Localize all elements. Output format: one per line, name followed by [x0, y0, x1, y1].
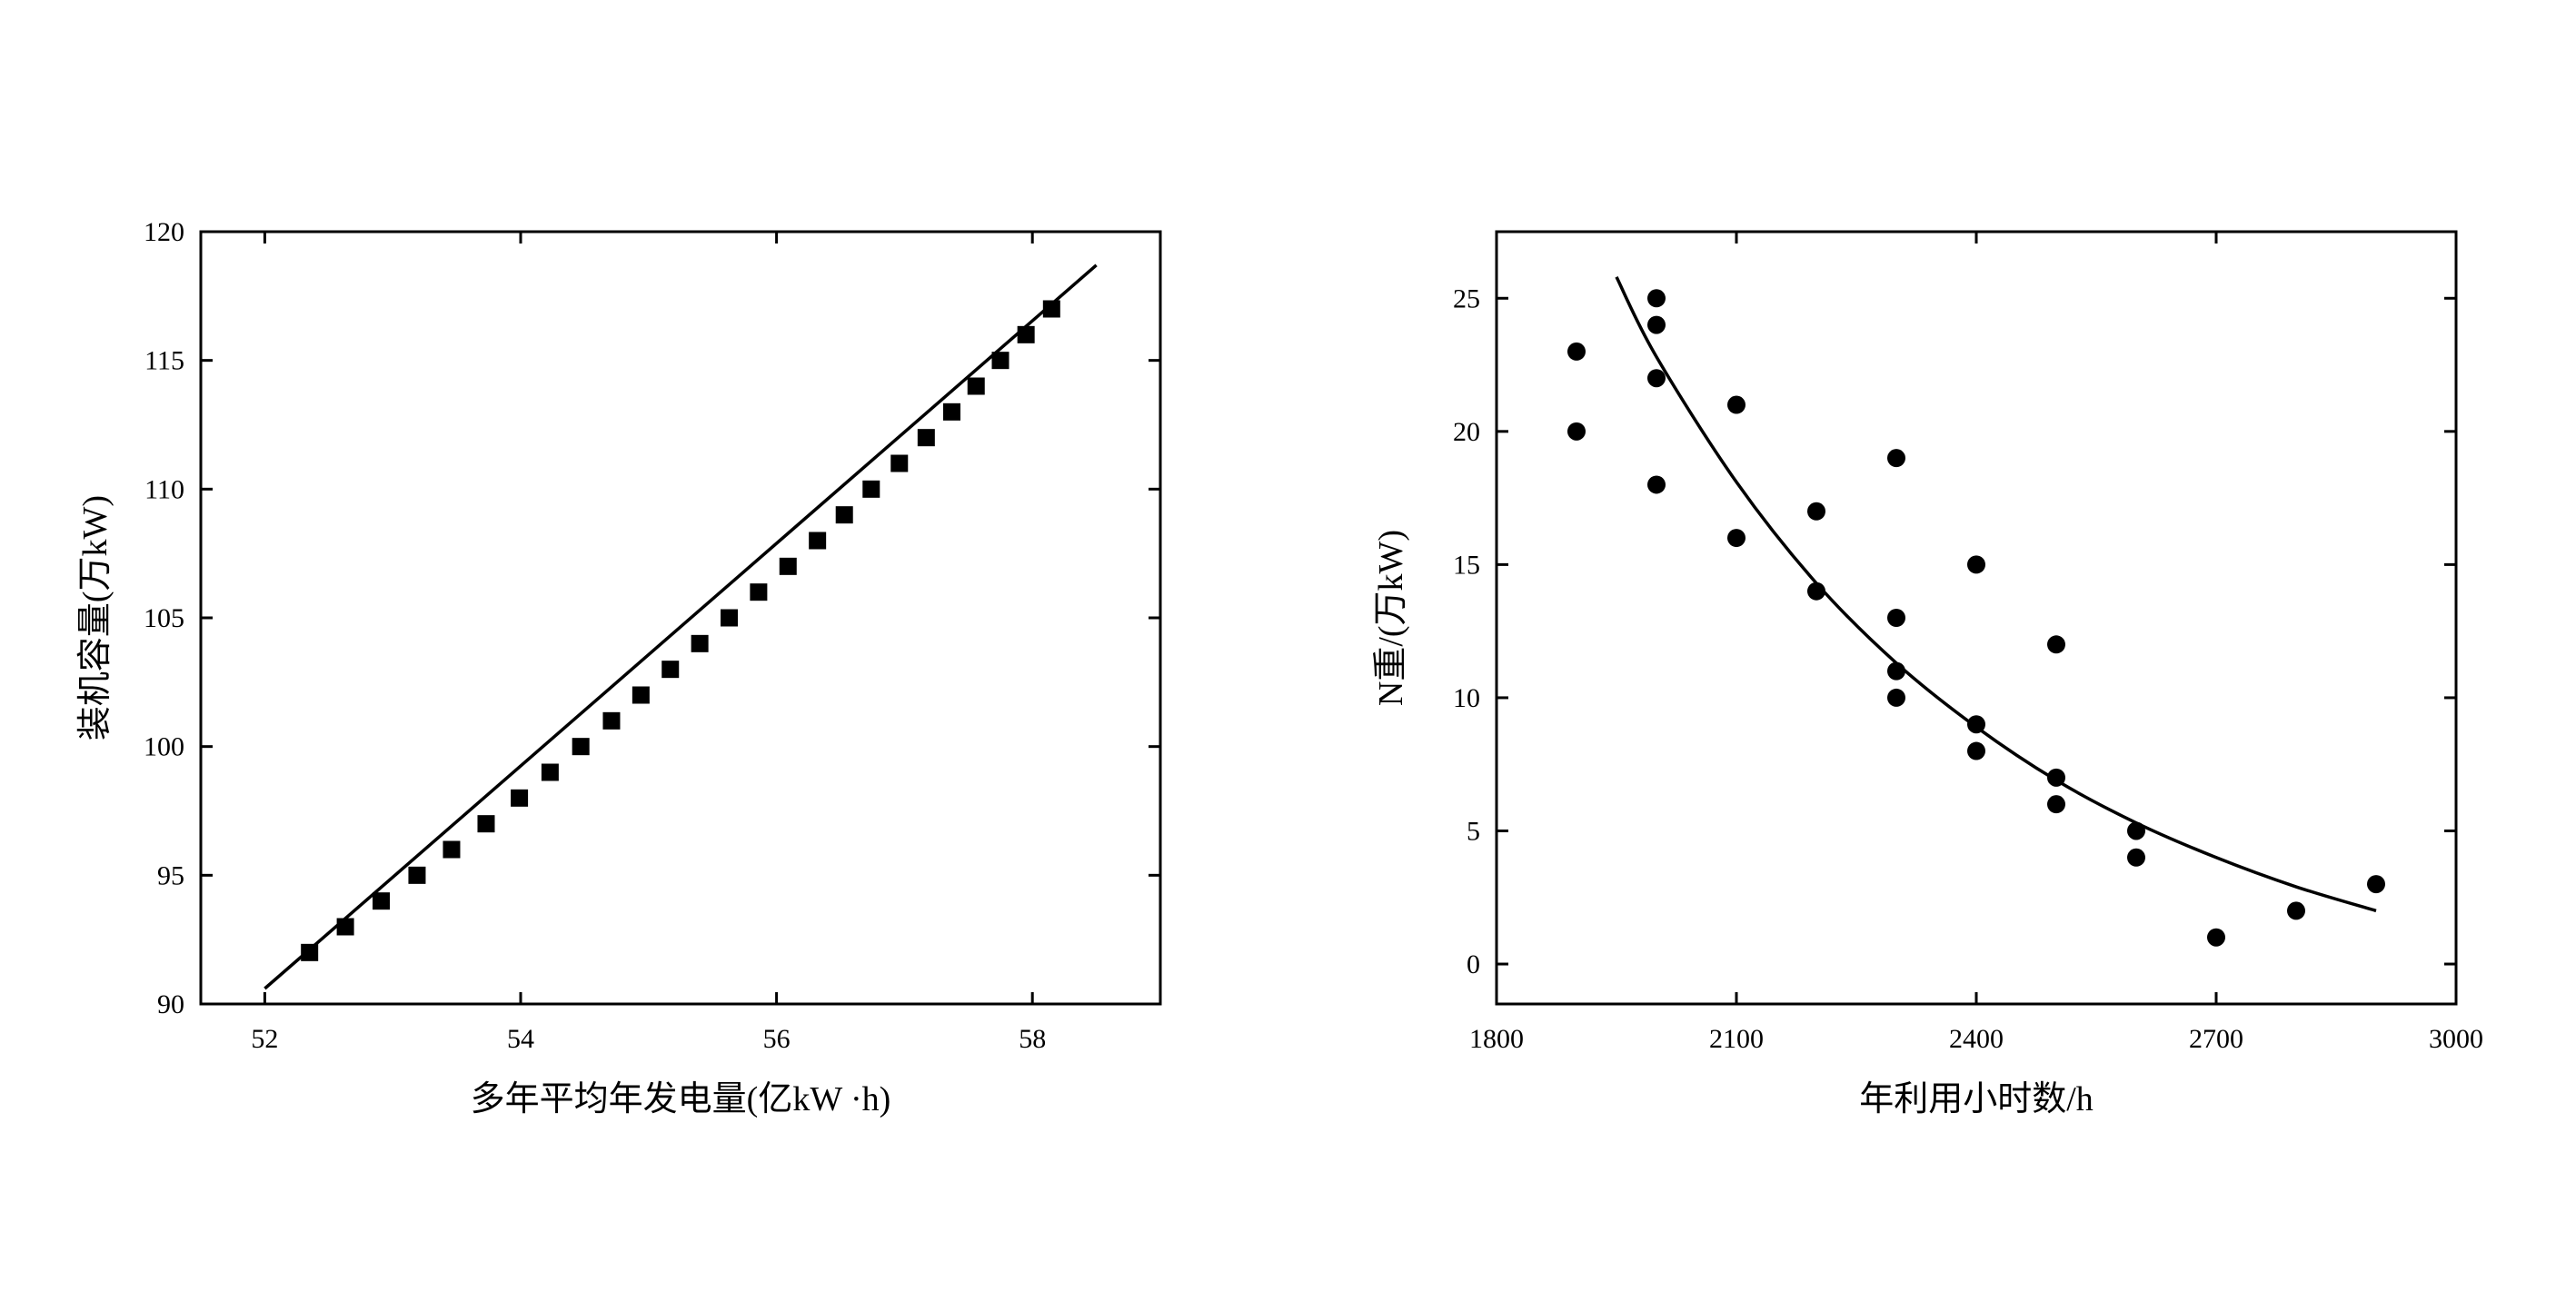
y-tick-label: 0	[1467, 949, 1480, 979]
x-tick-label: 2100	[1709, 1024, 1764, 1054]
square-marker	[661, 661, 680, 679]
x-tick-label: 56	[763, 1024, 791, 1054]
y-tick-label: 120	[144, 217, 184, 247]
scatter-point	[1567, 342, 1586, 361]
y-axis-label: N重/(万kW)	[1372, 530, 1410, 706]
square-marker	[991, 352, 1010, 370]
y-tick-label: 110	[144, 474, 184, 504]
square-marker	[373, 892, 391, 910]
scatter-point	[2207, 928, 2225, 947]
square-marker	[917, 429, 935, 447]
scatter-point	[2047, 768, 2065, 787]
square-marker	[862, 480, 880, 498]
square-marker	[336, 918, 354, 936]
scatter-point	[1647, 315, 1666, 334]
y-tick-label: 90	[157, 989, 184, 1019]
scatter-point	[2367, 875, 2385, 894]
x-tick-label: 58	[1019, 1024, 1046, 1054]
square-marker	[541, 763, 559, 781]
square-marker	[602, 711, 621, 730]
y-tick-label: 115	[144, 346, 184, 376]
scatter-point	[1967, 715, 1985, 734]
scatter-point	[2287, 901, 2305, 920]
square-marker	[443, 840, 461, 859]
square-marker	[301, 943, 319, 961]
y-tick-label: 95	[157, 860, 184, 890]
plot-frame	[199, 230, 1162, 1006]
scatter-point	[1727, 529, 1746, 548]
scatter-point	[1967, 555, 1985, 574]
x-axis-label: 多年平均年发电量(亿kW ·h)	[471, 1080, 891, 1118]
scatter-point	[1807, 502, 1825, 521]
square-marker	[750, 583, 768, 601]
x-tick-label: 2700	[2189, 1024, 2243, 1054]
y-tick-label: 15	[1453, 550, 1480, 580]
scatter-point	[1887, 609, 1905, 627]
scatter-point	[1887, 449, 1905, 468]
y-tick-label: 20	[1453, 417, 1480, 447]
right-chart: 1800 2100 2400 2700 3000 0 5 10 15 20 25 年利用小时数/h N重…	[1372, 230, 2483, 1118]
scatter-point	[1727, 395, 1746, 414]
square-marker	[572, 738, 590, 756]
scatter-point	[1967, 741, 1985, 760]
x-tick-label: 2400	[1949, 1024, 2004, 1054]
square-marker	[967, 377, 985, 395]
x-tick-label: 1800	[1469, 1024, 1524, 1054]
y-tick-label: 105	[144, 603, 184, 633]
plot-frame	[1495, 230, 2458, 1006]
scatter-point	[1887, 661, 1905, 681]
square-marker	[511, 789, 529, 807]
square-marker	[1017, 325, 1035, 343]
square-marker	[408, 866, 426, 884]
scatter-point	[1647, 369, 1666, 388]
fit-curve	[1615, 276, 2377, 913]
square-marker	[477, 815, 495, 833]
x-tick-label: 3000	[2429, 1024, 2483, 1054]
square-marker	[691, 634, 709, 652]
square-marker	[721, 609, 739, 627]
square-marker	[809, 532, 827, 550]
x-tick-label: 54	[507, 1024, 534, 1054]
y-tick-label: 100	[144, 732, 184, 762]
scatter-point	[2047, 635, 2065, 654]
square-marker	[632, 686, 650, 704]
y-tick-label: 5	[1467, 816, 1480, 846]
y-tick-label: 25	[1453, 283, 1480, 313]
square-marker	[942, 403, 960, 421]
scatter-point	[1887, 688, 1905, 707]
square-marker	[1042, 300, 1060, 318]
scatter-point	[1647, 289, 1666, 308]
square-marker	[890, 454, 909, 472]
square-marker	[779, 557, 797, 575]
scatter-point	[1567, 422, 1586, 441]
scatter-point	[2127, 821, 2145, 840]
square-marker	[835, 506, 853, 524]
left-chart: 52 54 56 58 90 95 100 105 110 115 120 多年平均年发电量(亿kW …	[76, 217, 1162, 1118]
scatter-point	[2127, 848, 2145, 867]
scatter-point	[1647, 475, 1666, 494]
fit-line	[264, 263, 1098, 990]
y-axis-label: 装机容量(万kW)	[76, 495, 114, 740]
scatter-point	[1807, 581, 1825, 601]
y-tick-label: 10	[1453, 683, 1480, 713]
x-axis-label: 年利用小时数/h	[1859, 1080, 2094, 1118]
x-tick-label: 52	[251, 1024, 278, 1054]
scatter-point	[2047, 795, 2065, 814]
